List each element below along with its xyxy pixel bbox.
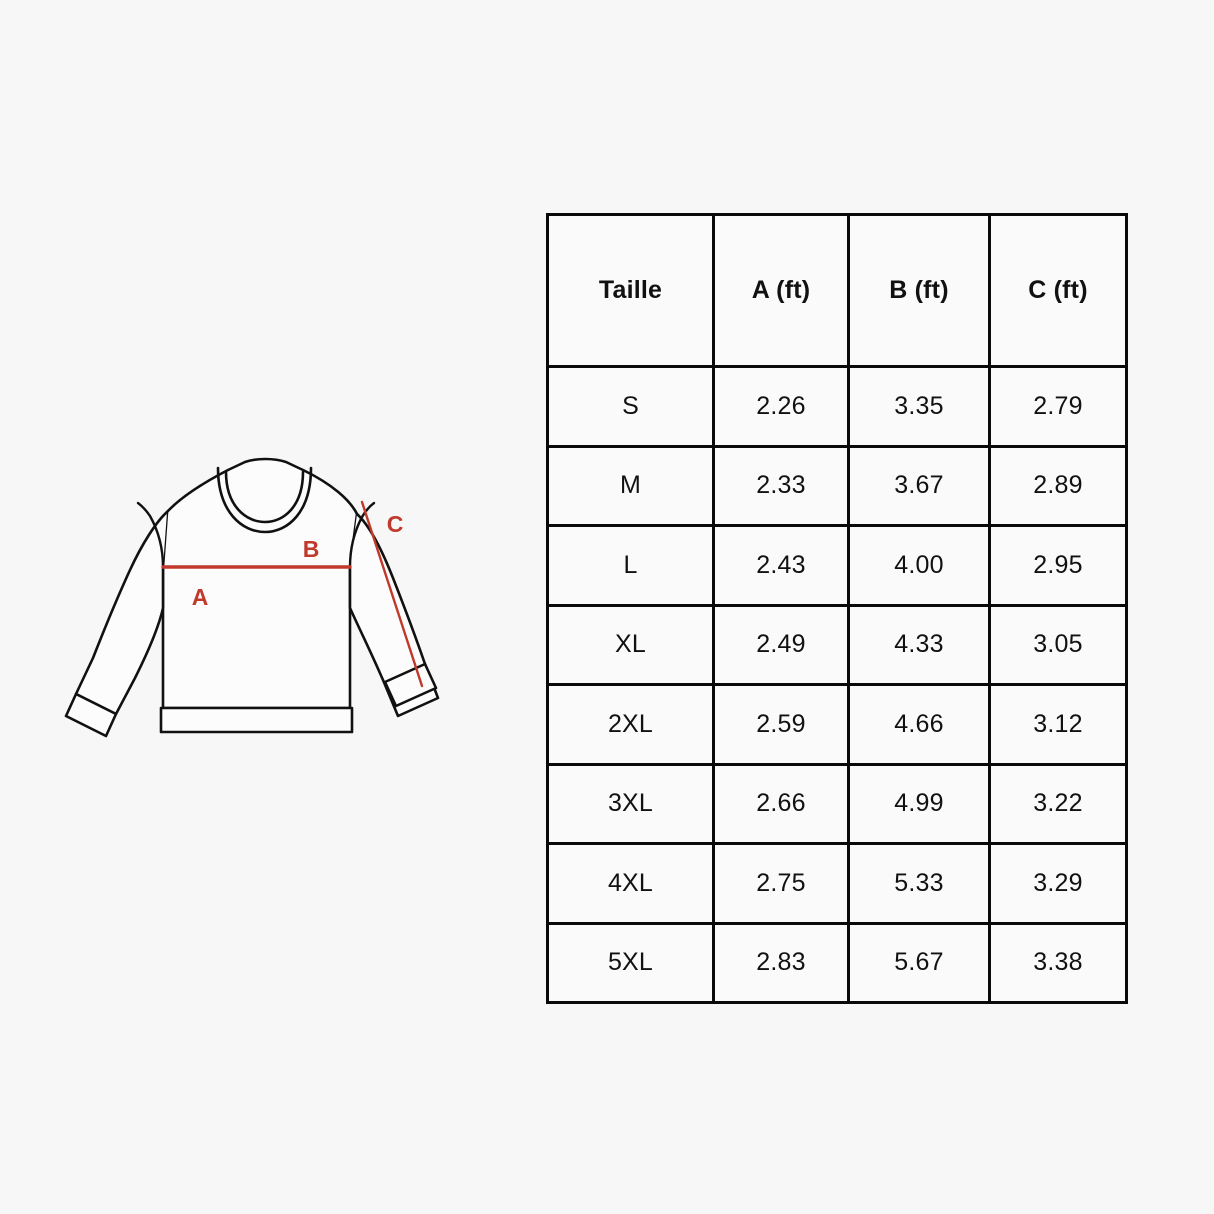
cell-a: 2.83 xyxy=(712,921,850,1004)
cell-b: 5.33 xyxy=(847,842,991,925)
cell-a: 2.49 xyxy=(712,603,850,686)
bottom-hem-band xyxy=(159,706,354,734)
cell-size: XL xyxy=(546,603,715,686)
left-armhole-seam xyxy=(136,501,165,569)
cell-b: 4.99 xyxy=(847,762,991,845)
cell-c: 2.79 xyxy=(988,365,1128,448)
cell-c: 2.89 xyxy=(988,444,1128,527)
neck-opening-inner xyxy=(224,470,305,524)
cell-c: 3.29 xyxy=(988,842,1128,925)
size-table: Taille A (ft) B (ft) C (ft) S 2.26 3.35 … xyxy=(546,213,1128,1004)
cell-c: 2.95 xyxy=(988,524,1128,607)
right-armhole-seam xyxy=(348,501,376,569)
cell-b: 4.33 xyxy=(847,603,991,686)
cell-size: 5XL xyxy=(546,921,715,1004)
cell-b: 5.67 xyxy=(847,921,991,1004)
column-header-b: B (ft) xyxy=(847,213,991,368)
left-cuff xyxy=(64,692,118,738)
cell-b: 3.35 xyxy=(847,365,991,448)
measure-label-a: A xyxy=(192,584,209,610)
table-row: 2XL 2.59 4.66 3.12 xyxy=(546,683,1128,766)
table-row: L 2.43 4.00 2.95 xyxy=(546,524,1128,607)
cell-size: 2XL xyxy=(546,683,715,766)
table-row: 3XL 2.66 4.99 3.22 xyxy=(546,762,1128,845)
cell-c: 3.22 xyxy=(988,762,1128,845)
cell-b: 4.00 xyxy=(847,524,991,607)
cell-a: 2.75 xyxy=(712,842,850,925)
sweatshirt-diagram-svg: B A C xyxy=(64,457,440,738)
measure-line-c xyxy=(360,500,424,688)
cell-a: 2.43 xyxy=(712,524,850,607)
table-row: 4XL 2.75 5.33 3.29 xyxy=(546,842,1128,925)
column-header-taille: Taille xyxy=(546,213,715,368)
left-sleeve xyxy=(74,510,169,716)
table-row: M 2.33 3.67 2.89 xyxy=(546,444,1128,527)
measure-label-b: B xyxy=(303,536,320,562)
right-cuff xyxy=(383,662,438,708)
cell-size: M xyxy=(546,444,715,527)
collar-rib-band xyxy=(216,466,313,534)
cell-size: 3XL xyxy=(546,762,715,845)
table-header-row: Taille A (ft) B (ft) C (ft) xyxy=(546,213,1128,368)
cell-size: S xyxy=(546,365,715,448)
cell-a: 2.26 xyxy=(712,365,850,448)
cell-b: 3.67 xyxy=(847,444,991,527)
table-row: 5XL 2.83 5.67 3.38 xyxy=(546,921,1128,1004)
column-header-c: C (ft) xyxy=(988,213,1128,368)
cell-size: L xyxy=(546,524,715,607)
size-table-container: Taille A (ft) B (ft) C (ft) S 2.26 3.35 … xyxy=(546,213,1128,1004)
cell-a: 2.33 xyxy=(712,444,850,527)
cell-b: 4.66 xyxy=(847,683,991,766)
cell-size: 4XL xyxy=(546,842,715,925)
column-header-a: A (ft) xyxy=(712,213,850,368)
cell-c: 3.38 xyxy=(988,921,1128,1004)
garment-illustration: B A C xyxy=(60,440,460,760)
cell-c: 3.12 xyxy=(988,683,1128,766)
measure-label-c: C xyxy=(387,511,404,537)
table-row: S 2.26 3.35 2.79 xyxy=(546,365,1128,448)
cell-c: 3.05 xyxy=(988,603,1128,686)
cell-a: 2.66 xyxy=(712,762,850,845)
cell-a: 2.59 xyxy=(712,683,850,766)
table-row: XL 2.49 4.33 3.05 xyxy=(546,603,1128,686)
